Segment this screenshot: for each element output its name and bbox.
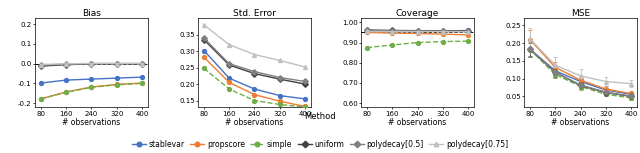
Title: Coverage: Coverage <box>396 9 439 18</box>
Title: Std. Error: Std. Error <box>233 9 276 18</box>
X-axis label: # observations: # observations <box>62 118 120 127</box>
X-axis label: # observations: # observations <box>552 118 610 127</box>
X-axis label: # observations: # observations <box>388 118 447 127</box>
Text: Method: Method <box>304 112 336 121</box>
Legend: stablevar, propscore, simple, uniform, polydecay[0.5], polydecay[0.75]: stablevar, propscore, simple, uniform, p… <box>132 140 508 149</box>
X-axis label: # observations: # observations <box>225 118 284 127</box>
Title: MSE: MSE <box>571 9 590 18</box>
Title: Bias: Bias <box>82 9 101 18</box>
